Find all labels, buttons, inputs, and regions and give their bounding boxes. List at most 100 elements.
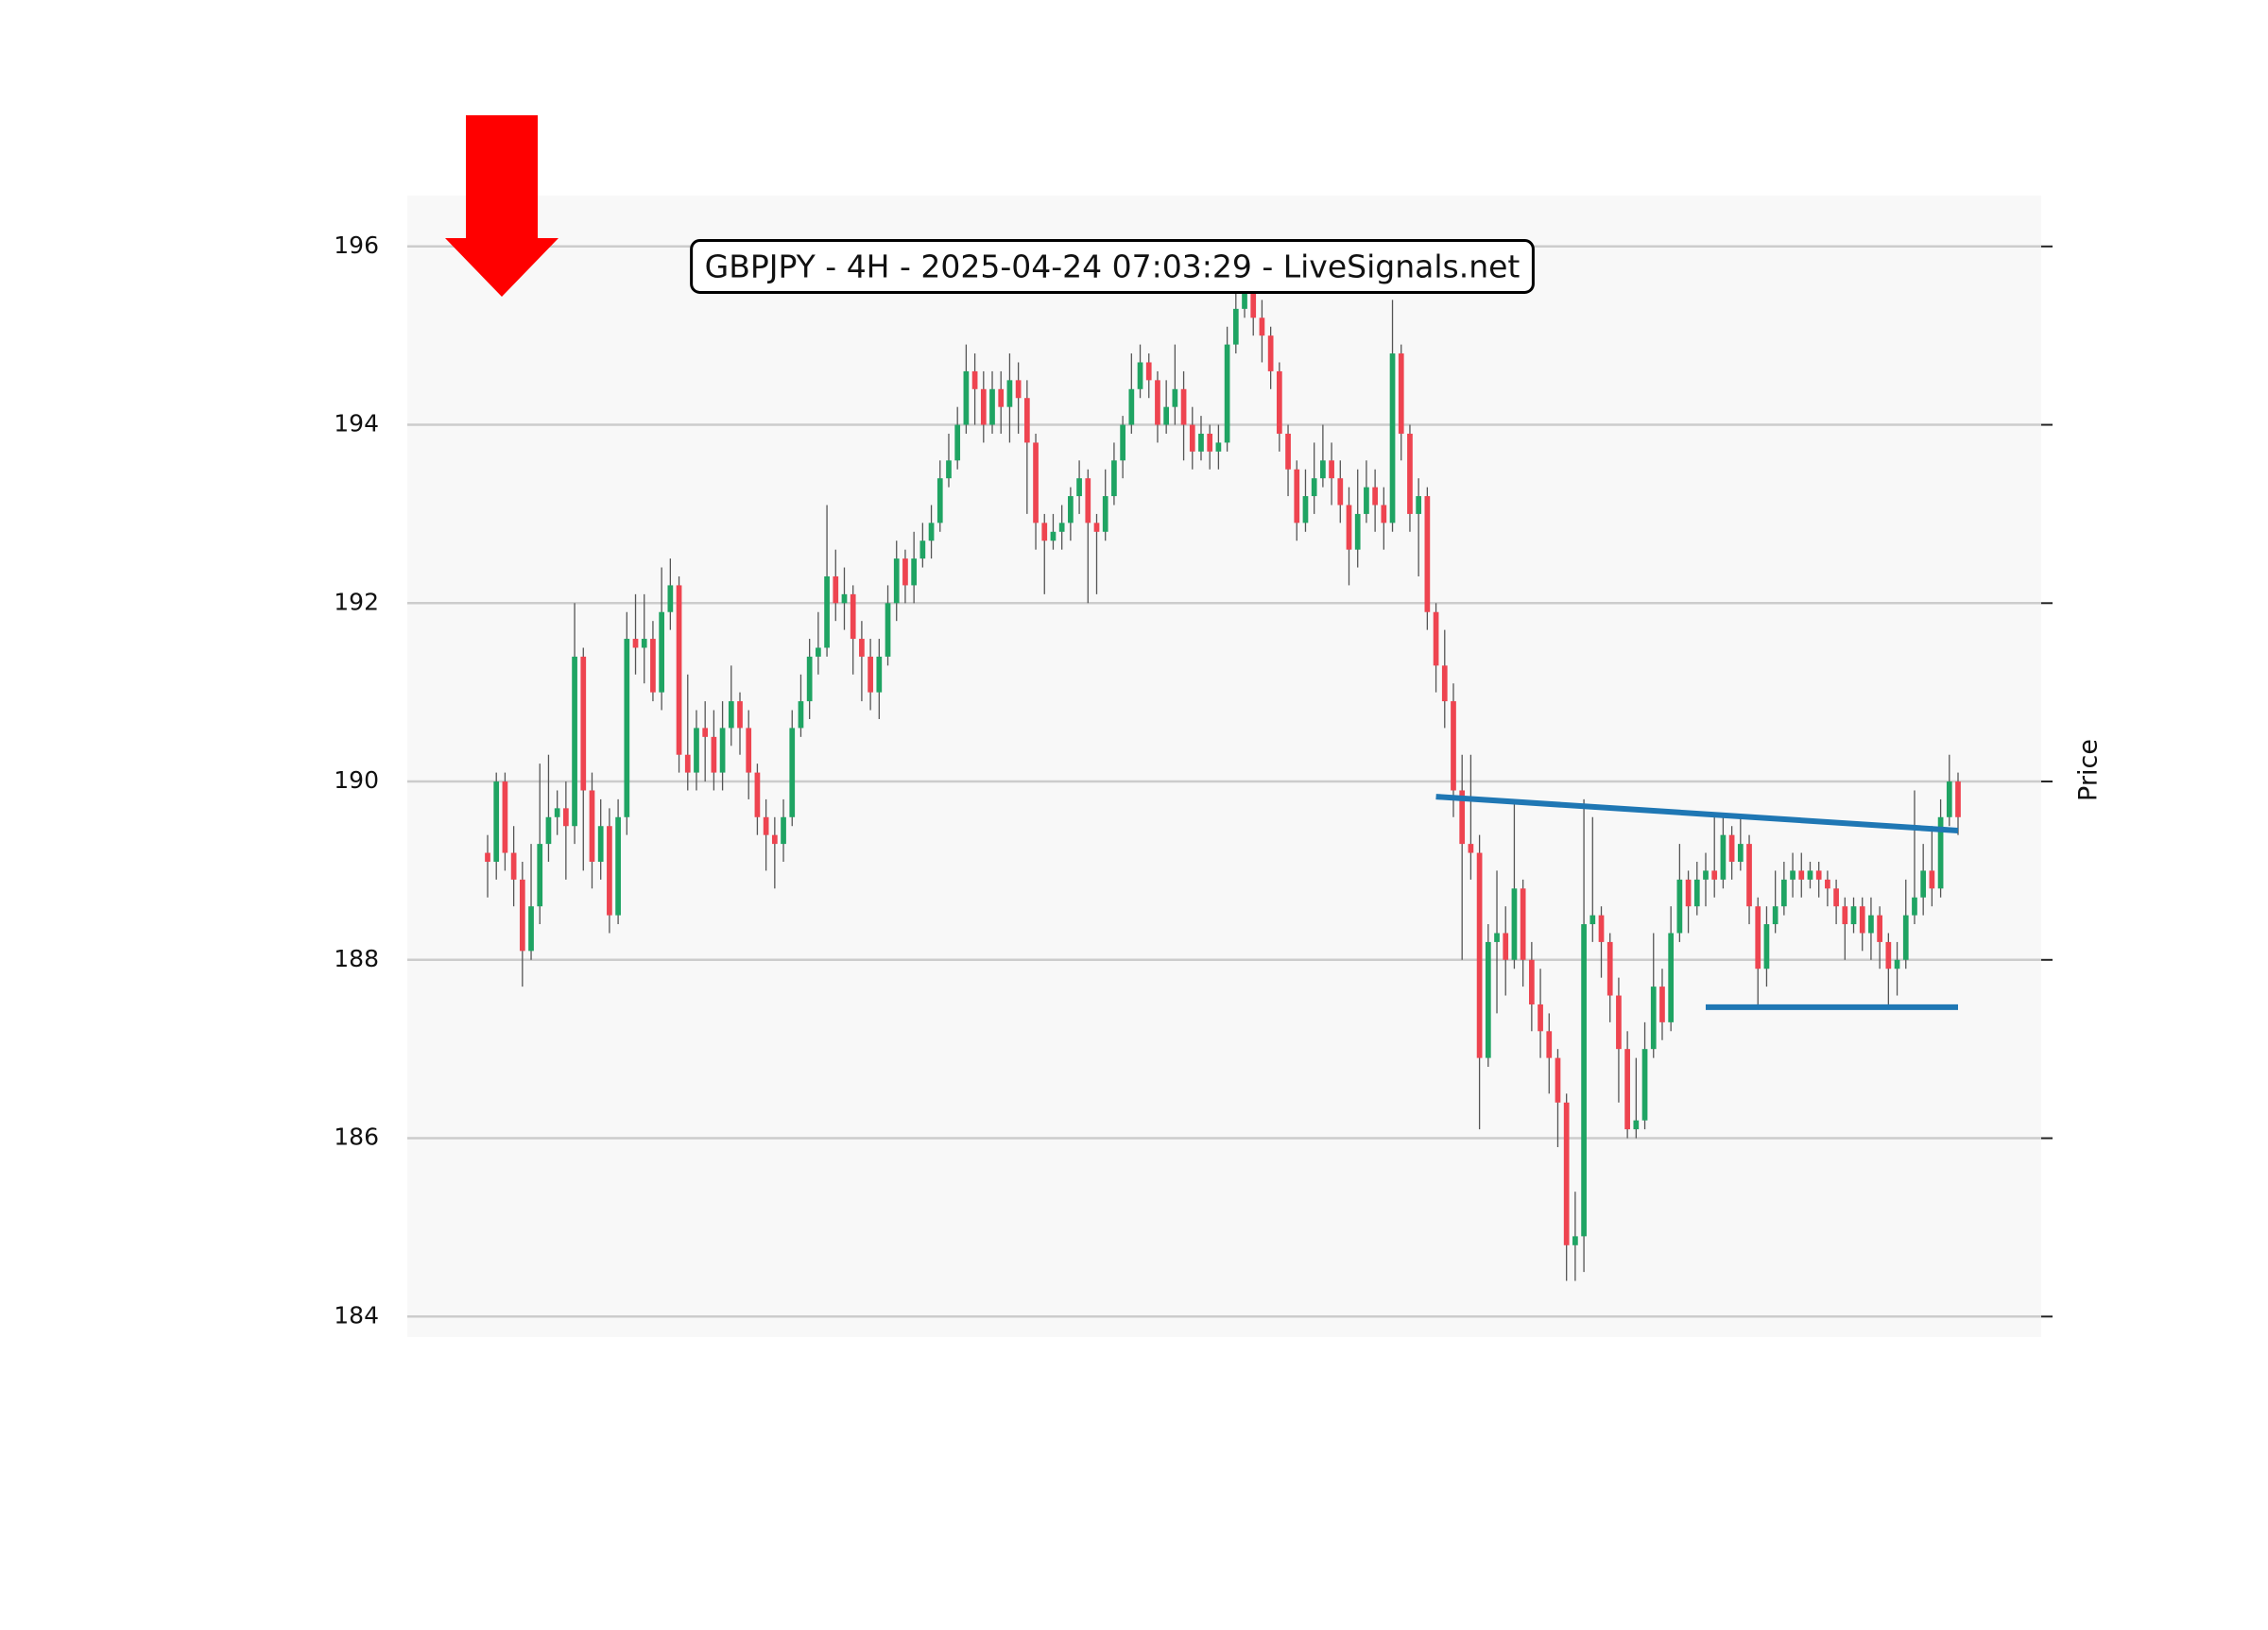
candle-body bbox=[1833, 888, 1839, 907]
title-frame bbox=[690, 239, 1535, 294]
y-tick-label: 186 bbox=[334, 1124, 379, 1151]
candle-body bbox=[1494, 933, 1500, 942]
candle-body bbox=[711, 736, 717, 773]
candle-body bbox=[1606, 941, 1613, 996]
candle-body bbox=[1520, 888, 1526, 960]
candle-body bbox=[1302, 496, 1309, 523]
candle-body bbox=[1076, 478, 1082, 497]
candle-body bbox=[1424, 496, 1431, 612]
candle-body bbox=[1912, 897, 1917, 916]
candle-body bbox=[1598, 915, 1605, 942]
candle-body bbox=[1180, 388, 1187, 425]
candle-body bbox=[1250, 290, 1257, 318]
candle-body bbox=[998, 388, 1005, 407]
candle-body bbox=[1285, 433, 1291, 470]
candle-body bbox=[728, 701, 734, 729]
candle-body bbox=[641, 639, 647, 648]
candle-body bbox=[1050, 531, 1057, 541]
candle-body bbox=[1015, 380, 1022, 399]
candle-body bbox=[1685, 879, 1692, 907]
candle-body bbox=[1798, 870, 1805, 880]
candle-body bbox=[1459, 790, 1466, 845]
candle-body bbox=[1155, 380, 1160, 425]
chart-title: GBPJPY - 4H - 2025-04-24 07:03:29 - Live… bbox=[705, 249, 1521, 285]
candle-body bbox=[1242, 290, 1247, 309]
candle-body bbox=[624, 639, 630, 817]
candle-body bbox=[1920, 870, 1927, 898]
candle-body bbox=[1929, 870, 1935, 889]
candle-body bbox=[1041, 523, 1048, 541]
candle-body bbox=[1128, 388, 1135, 425]
candle-body bbox=[1389, 353, 1396, 523]
candle-body bbox=[1102, 496, 1108, 532]
candle-body bbox=[1902, 915, 1909, 960]
candle-body bbox=[1763, 924, 1770, 969]
candle-body bbox=[737, 701, 743, 729]
candle-body bbox=[1058, 523, 1065, 532]
candle-body bbox=[1737, 844, 1744, 862]
candle-body bbox=[519, 879, 525, 952]
candle-body bbox=[650, 639, 656, 693]
signal-arrow bbox=[445, 115, 558, 297]
candle-body bbox=[1825, 879, 1830, 889]
candle-body bbox=[554, 808, 560, 817]
candle-body bbox=[1364, 487, 1369, 514]
candle-body bbox=[893, 558, 900, 604]
candle-body bbox=[1755, 906, 1761, 969]
y-tick-label: 192 bbox=[334, 588, 379, 615]
candle-body bbox=[1346, 505, 1352, 550]
candle-body bbox=[1329, 460, 1334, 479]
candle-body bbox=[1441, 665, 1448, 702]
candle-body bbox=[963, 370, 970, 425]
candle-body bbox=[1294, 469, 1300, 523]
y-tick-label: 184 bbox=[334, 1301, 379, 1329]
candle-body bbox=[667, 585, 674, 612]
candle-body bbox=[1528, 959, 1535, 1004]
y-axis-label: Price bbox=[2074, 739, 2104, 801]
candle-body bbox=[989, 388, 995, 425]
candle-body bbox=[1354, 513, 1361, 550]
candle-body bbox=[1485, 941, 1491, 1058]
candle-body bbox=[1668, 933, 1675, 1022]
candle-body bbox=[816, 647, 821, 657]
candle-body bbox=[911, 558, 918, 586]
candle-body bbox=[1641, 1049, 1648, 1121]
candle-body bbox=[694, 728, 699, 773]
candle-body bbox=[850, 593, 856, 640]
candle-body bbox=[1955, 781, 1961, 817]
candle-body bbox=[1372, 487, 1378, 506]
candle-body bbox=[545, 816, 552, 845]
candle-body bbox=[789, 728, 796, 817]
candle-body bbox=[1433, 611, 1439, 666]
candle-body bbox=[1807, 870, 1813, 880]
candle-body bbox=[936, 478, 943, 523]
candle-body bbox=[528, 906, 534, 952]
candles bbox=[485, 264, 1961, 1281]
candle-body bbox=[1589, 915, 1596, 925]
candle-body bbox=[1224, 344, 1230, 443]
candle-body bbox=[632, 639, 639, 648]
candle-body bbox=[1859, 906, 1865, 934]
candle-body bbox=[1503, 933, 1509, 960]
candle-body bbox=[1772, 906, 1778, 925]
candle-body bbox=[537, 844, 543, 907]
candle-body bbox=[1416, 496, 1422, 514]
candle-body bbox=[676, 585, 682, 755]
candle-body bbox=[946, 460, 952, 479]
candle-body bbox=[1398, 353, 1404, 434]
candle-body bbox=[563, 808, 569, 827]
candle-body bbox=[1868, 915, 1874, 934]
candle-body bbox=[580, 656, 587, 791]
candle-body bbox=[841, 593, 848, 604]
arrow-shaft bbox=[466, 115, 538, 239]
candle-body bbox=[607, 826, 612, 916]
candle-body bbox=[1276, 370, 1282, 434]
candle-body bbox=[1546, 1031, 1553, 1058]
candle-body bbox=[1659, 987, 1665, 1022]
candle-body bbox=[902, 558, 908, 586]
candle-body bbox=[771, 834, 778, 845]
candle-body bbox=[1023, 398, 1030, 443]
candle-body bbox=[1650, 987, 1657, 1050]
candle-body bbox=[754, 772, 761, 817]
